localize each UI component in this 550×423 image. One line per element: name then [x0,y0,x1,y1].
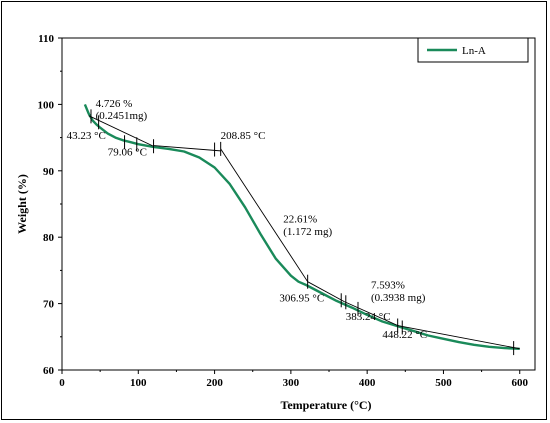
tangent-line [153,145,221,152]
axes-box [61,37,536,371]
tangent-line [220,148,309,282]
x-tick-label: 200 [206,377,223,389]
x-axis-title: Temperature (°C) [280,398,371,412]
legend: Ln-A [417,37,529,63]
y-tick-label: 100 [38,99,55,111]
y-tick-label: 60 [43,365,55,377]
tangent-line [397,325,520,350]
y-tick-label: 80 [43,232,55,244]
x-tick-label: 500 [435,377,452,389]
annotation-label: (1.172 mg) [283,226,332,238]
plot-area: 0 100 200 300 400 500 600 60 70 80 90 100 110 4.726 %… [38,33,536,389]
annotation-label: 43.23 °C [67,130,106,142]
x-tick-label: 0 [59,377,65,389]
tangent-line [307,281,345,303]
annotation-label: 208.85 °C [221,130,266,142]
y-tick-label: 70 [43,299,55,311]
annotation-label: (0.3938 mg) [371,292,426,304]
annotation-label: 79.06 °C [108,147,147,159]
x-tick-label: 400 [359,377,376,389]
y-tick-label: 110 [38,33,54,45]
y-axis-title: Weight (%) [15,174,29,234]
annotation-label: 306.95 °C [279,293,324,305]
annotation-label: 448.22 °C [382,329,427,341]
series-line [83,103,520,350]
tangent-line [344,301,398,326]
annotation-label: (0.2451mg) [96,110,148,122]
x-tick-label: 300 [283,377,300,389]
annotation-label: 22.61% [283,214,317,226]
x-tick-label: 100 [130,377,147,389]
x-tick-label: 600 [511,377,528,389]
annotation-label: 4.726 % [96,98,133,110]
y-tick-label: 90 [43,166,55,178]
annotation-label: 7.593% [371,279,405,291]
tangent-line [88,115,154,147]
legend-label: Ln-A [462,45,486,57]
annotation-label: 383.24 °C [346,311,391,323]
